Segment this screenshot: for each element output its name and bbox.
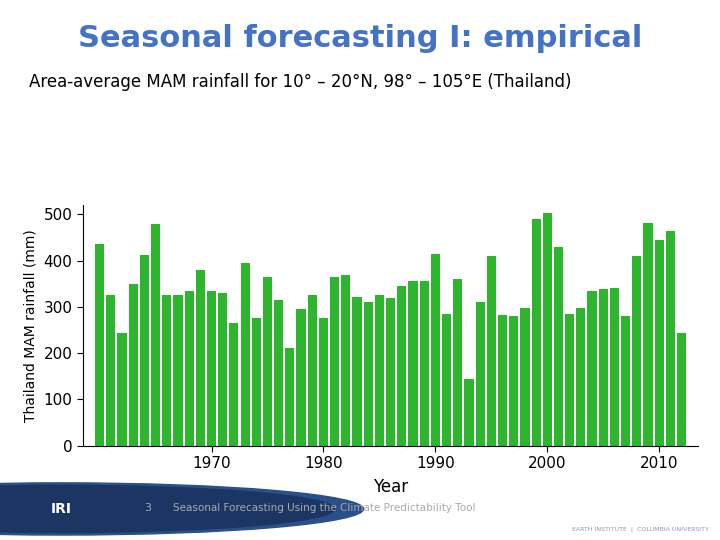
Bar [543, 213, 552, 446]
Bar [509, 316, 518, 446]
Bar [654, 240, 664, 446]
Bar [397, 286, 406, 445]
Text: Seasonal forecasting I: empirical: Seasonal forecasting I: empirical [78, 24, 642, 53]
Bar [263, 277, 272, 445]
Bar [453, 279, 462, 446]
Bar [576, 308, 585, 445]
Bar [174, 295, 183, 445]
Bar [307, 295, 317, 445]
Bar [252, 319, 261, 445]
Bar [386, 298, 395, 446]
X-axis label: Year: Year [373, 478, 408, 496]
Bar [521, 308, 529, 445]
Bar [330, 277, 339, 445]
Text: EARTH INSTITUTE  |  COLUMBIA UNIVERSITY: EARTH INSTITUTE | COLUMBIA UNIVERSITY [572, 526, 709, 531]
Bar [666, 231, 675, 446]
Bar [274, 300, 283, 446]
Bar [240, 263, 250, 446]
Bar [498, 315, 507, 445]
Bar [352, 296, 361, 446]
Text: Area-average MAM rainfall for 10° – 20°N, 98° – 105°E (Thailand): Area-average MAM rainfall for 10° – 20°N… [29, 73, 571, 91]
Bar [408, 281, 418, 446]
Bar [341, 274, 351, 446]
Bar [364, 302, 373, 446]
Bar [565, 314, 575, 445]
Bar [184, 291, 194, 446]
Bar [106, 295, 115, 445]
Bar [475, 302, 485, 446]
Bar [598, 289, 608, 445]
Bar [151, 224, 160, 446]
Bar [644, 223, 652, 446]
Bar [487, 255, 496, 446]
Bar [621, 316, 630, 446]
Text: for Climate and Society: for Climate and Society [611, 508, 709, 517]
Bar [632, 256, 642, 446]
Text: Seasonal Forecasting Using the Climate Predictability Tool: Seasonal Forecasting Using the Climate P… [173, 503, 475, 512]
Text: International Research Institute: International Research Institute [577, 492, 709, 501]
Bar [285, 348, 294, 446]
Bar [420, 281, 429, 446]
Bar [207, 291, 216, 446]
Bar [677, 333, 686, 446]
Bar [140, 255, 149, 446]
Bar [610, 288, 619, 446]
Bar [218, 293, 228, 446]
Bar [95, 245, 104, 446]
Bar [162, 295, 171, 445]
Bar [531, 219, 541, 446]
Bar [375, 295, 384, 445]
Bar [431, 254, 440, 446]
Text: 3: 3 [144, 503, 151, 512]
Bar [319, 319, 328, 445]
Y-axis label: Thailand MAM rainfall (mm): Thailand MAM rainfall (mm) [24, 229, 38, 422]
Bar [464, 380, 474, 446]
Bar [588, 291, 597, 446]
Bar [129, 284, 138, 446]
Bar [297, 309, 306, 446]
Bar [554, 247, 563, 446]
Circle shape [0, 483, 364, 535]
Text: IRI: IRI [50, 502, 72, 516]
Bar [117, 333, 127, 446]
Bar [442, 314, 451, 445]
Circle shape [0, 485, 335, 532]
Bar [229, 323, 238, 445]
Bar [196, 270, 205, 446]
